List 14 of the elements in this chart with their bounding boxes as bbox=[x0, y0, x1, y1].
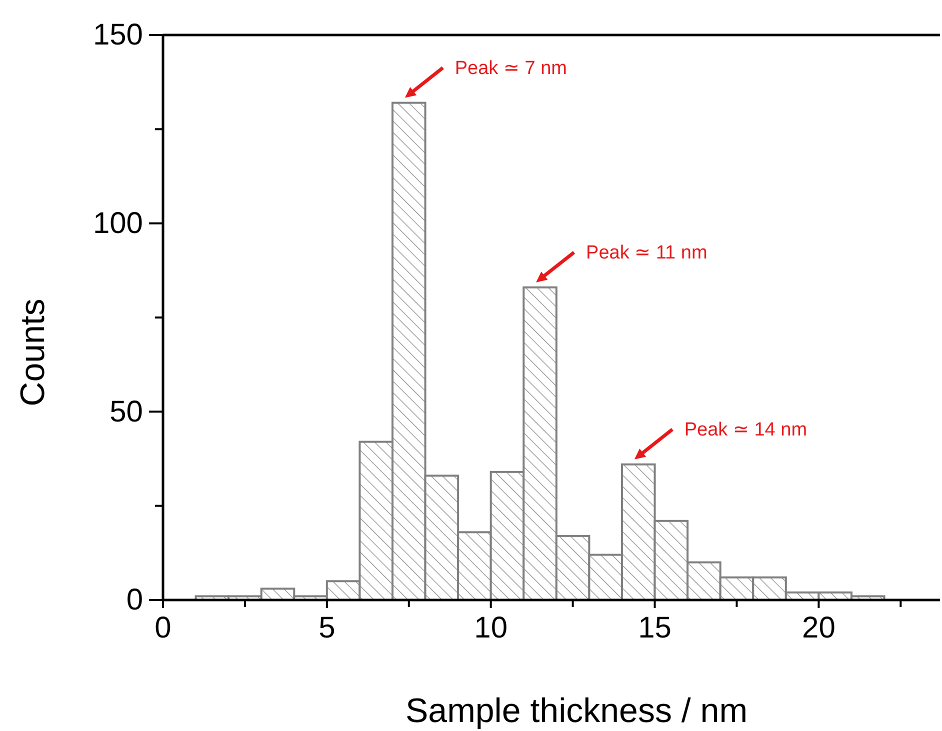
annotation: Peak ≃ 11 nm bbox=[586, 242, 708, 264]
y-axis-title: Counts bbox=[14, 298, 52, 406]
x-tick-label: 20 bbox=[802, 612, 836, 644]
x-tick-label: 0 bbox=[154, 612, 172, 644]
y-tick-label: 50 bbox=[110, 395, 143, 428]
y-tick-label: 0 bbox=[126, 584, 143, 617]
annotation: Peak ≃ 14 nm bbox=[684, 419, 808, 440]
x-axis-title: Sample thickness / nm bbox=[405, 692, 748, 730]
y-tick-label: 100 bbox=[92, 206, 143, 240]
x-tick-label: 15 bbox=[638, 612, 672, 644]
x-tick-label: 5 bbox=[318, 612, 336, 644]
x-tick-label: 10 bbox=[474, 612, 508, 644]
annotation: Peak ≃ 7 nm bbox=[454, 58, 567, 79]
y-tick-label: 150 bbox=[92, 18, 143, 52]
